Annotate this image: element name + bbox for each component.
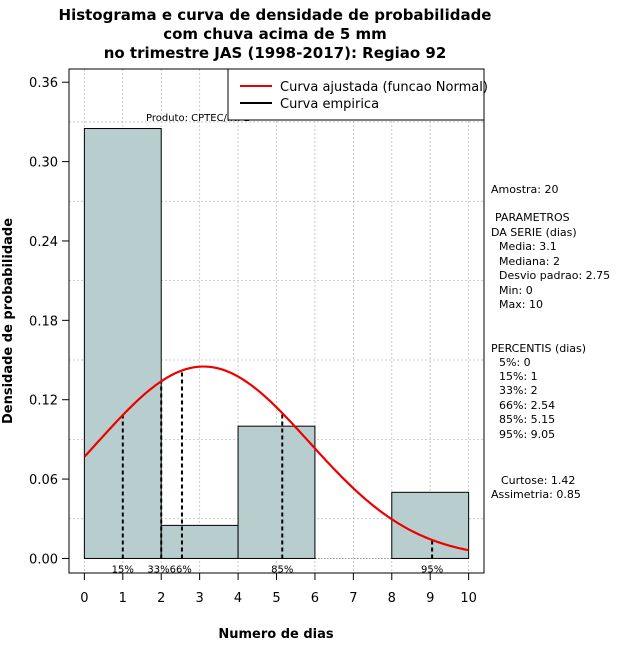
chart-title-line-3: no trimestre JAS (1998-2017): Regiao 92 bbox=[104, 44, 447, 62]
x-tick-label: 3 bbox=[196, 591, 204, 606]
kurtosis: Curtose: 1.42 bbox=[501, 474, 575, 487]
histogram-bars bbox=[83, 128, 470, 559]
x-tick-label: 9 bbox=[426, 591, 434, 606]
y-tick-label: 0.30 bbox=[29, 156, 58, 171]
percentile-lines: 15% 33%66% 85% 95% bbox=[84, 370, 469, 575]
percentil-15: 15%: 1 bbox=[499, 370, 538, 383]
chart-title-line-1: Histograma e curva de densidade de proba… bbox=[59, 6, 492, 24]
y-axis-title: Densidade de probabilidade bbox=[1, 218, 16, 424]
x-tick-label: 6 bbox=[311, 591, 319, 606]
percentil-33: 33%: 2 bbox=[499, 384, 538, 397]
percentile-label-85: 85% bbox=[271, 564, 293, 575]
y-tick-label: 0.06 bbox=[29, 473, 58, 488]
percentil-95: 95%: 9.05 bbox=[499, 428, 555, 441]
percentil-85: 85%: 5.15 bbox=[499, 413, 555, 426]
x-tick-label: 0 bbox=[80, 591, 88, 606]
x-tick-label: 10 bbox=[460, 591, 477, 606]
percentile-label-95: 95% bbox=[421, 564, 443, 575]
param-std-dev: Desvio padrao: 2.75 bbox=[499, 269, 610, 282]
x-tick-label: 4 bbox=[234, 591, 242, 606]
sample-size: Amostra: 20 bbox=[491, 183, 558, 196]
histogram-bar bbox=[160, 524, 239, 559]
y-tick-label: 0.00 bbox=[29, 552, 58, 567]
y-tick-label: 0.36 bbox=[29, 76, 58, 91]
legend-box bbox=[227, 68, 485, 121]
axis-ticks: 0 1 2 3 4 5 6 7 8 9 10 0.00 0.06 0.12 0.18 0.24 0.30 0.36 bbox=[29, 76, 477, 606]
param-min: Min: 0 bbox=[499, 284, 533, 297]
skewness: Assimetria: 0.85 bbox=[491, 488, 581, 501]
x-tick-label: 1 bbox=[119, 591, 127, 606]
params-header-line-2: DA SERIE (dias) bbox=[491, 226, 577, 239]
percentile-label-15: 15% bbox=[112, 564, 134, 575]
fitted-curve-layer bbox=[83, 365, 469, 552]
chart-title-line-2: com chuva acima de 5 mm bbox=[163, 25, 387, 43]
x-tick-label: 5 bbox=[272, 591, 280, 606]
x-tick-label: 7 bbox=[349, 591, 357, 606]
legend-fitted-label: Curva ajustada (funcao Normal) bbox=[280, 80, 488, 95]
param-mean: Media: 3.1 bbox=[499, 240, 557, 253]
params-header-line-1: PARAMETROS bbox=[495, 211, 570, 224]
x-tick-label: 8 bbox=[388, 591, 396, 606]
param-median: Mediana: 2 bbox=[499, 255, 560, 268]
legend-empirical-label: Curva empirica bbox=[280, 97, 379, 112]
y-tick-label: 0.24 bbox=[29, 235, 58, 250]
legend: Curva ajustada (funcao Normal) Curva emp… bbox=[227, 68, 488, 121]
fitted-normal-curve bbox=[83, 365, 469, 552]
histogram-bar bbox=[237, 425, 316, 559]
percentil-66: 66%: 2.54 bbox=[499, 399, 555, 412]
stats-panel: Amostra: 20 PARAMETROS DA SERIE (dias) M… bbox=[491, 183, 610, 501]
y-tick-label: 0.12 bbox=[29, 394, 58, 409]
x-axis-title: Numero de dias bbox=[218, 627, 334, 642]
param-max: Max: 10 bbox=[499, 298, 543, 311]
percentis-header: PERCENTIS (dias) bbox=[491, 342, 586, 355]
x-tick-label: 2 bbox=[157, 591, 165, 606]
product-annotation: Produto: CPTEC/INPE bbox=[146, 113, 250, 124]
percentile-label-33-66: 33%66% bbox=[147, 564, 191, 575]
percentil-5: 5%: 0 bbox=[499, 356, 531, 369]
y-tick-label: 0.18 bbox=[29, 314, 58, 329]
